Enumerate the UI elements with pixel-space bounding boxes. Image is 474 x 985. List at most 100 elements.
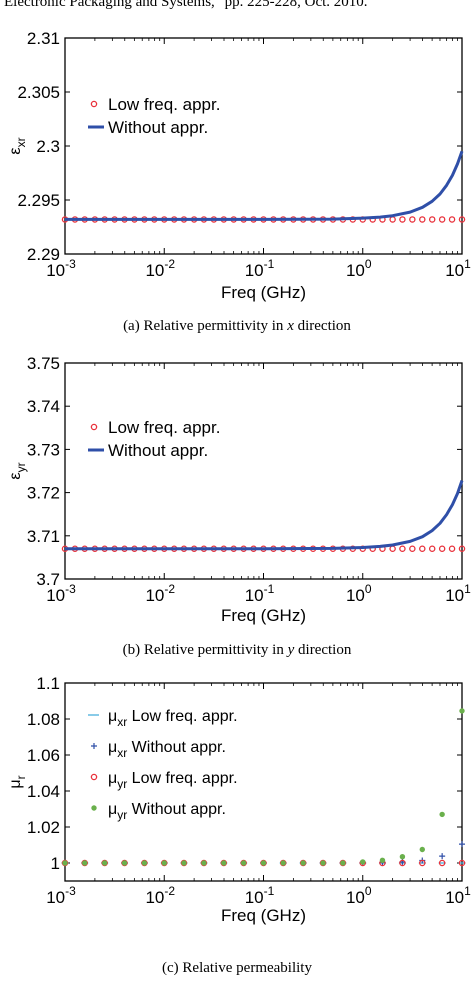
legend-label-main: Without appr. — [108, 118, 208, 137]
legend-label-main: μ — [108, 801, 117, 818]
data-point — [458, 545, 466, 553]
x-tick-base: 10 — [445, 888, 464, 907]
x-tick-base: 10 — [346, 888, 365, 907]
y-axis-label-main: μ — [7, 779, 24, 788]
legend: Low freq. appr. Without appr. — [88, 418, 220, 460]
chart-relative-permeability: 11.021.041.061.081.110-3 10-2 10-1 100 101Fr… — [7, 675, 471, 925]
data-point — [439, 811, 445, 818]
legend-label: μxr Without appr. — [108, 739, 226, 760]
data-point — [438, 545, 446, 553]
legend-label-sub: xr — [117, 746, 127, 760]
x-tick-label: 10-3 — [46, 582, 76, 605]
y-axis-label-sub: r — [14, 775, 28, 779]
data-point — [121, 860, 128, 866]
y-tick-label: 2.3 — [36, 137, 60, 156]
caption-b-var: y — [287, 642, 295, 658]
data-point — [82, 860, 88, 866]
data-point — [458, 859, 466, 867]
x-tick-exponent: 0 — [365, 582, 372, 596]
x-tick-exponent: -1 — [264, 884, 275, 898]
data-point — [399, 854, 406, 860]
series-1 — [65, 150, 464, 221]
legend: Low freq. appr. Without appr. — [88, 95, 220, 137]
data-point — [458, 216, 466, 223]
y-axis-label: εxr — [7, 137, 28, 154]
caption-b-suffix: direction — [294, 642, 352, 658]
y-axis-label-main: ε — [7, 147, 24, 154]
data-point — [409, 216, 416, 223]
data-point — [399, 545, 406, 553]
x-tick-label: 101 — [445, 582, 471, 605]
series-line — [65, 480, 464, 551]
legend-label-main: μ — [108, 708, 117, 725]
data-point — [221, 860, 227, 866]
legend-swatch — [90, 773, 98, 781]
data-point — [459, 841, 465, 848]
y-tick-label: 1.02 — [27, 818, 60, 837]
x-tick-label: 10-3 — [46, 884, 76, 907]
x-tick-label: 10-3 — [46, 257, 76, 280]
x-tick-exponent: -1 — [264, 257, 275, 271]
x-tick-label: 10-2 — [145, 257, 175, 280]
legend: μxr Low freq. appr.μxr Without appr.μyr … — [88, 708, 238, 822]
data-point — [379, 857, 386, 863]
legend-label-suffix: Low freq. appr. — [127, 708, 237, 725]
x-axis-label: Freq (GHz) — [221, 906, 306, 925]
y-tick-label: 2.305 — [17, 83, 60, 102]
page-header-text: Electronic Packaging and Systems," pp. 2… — [4, 0, 368, 10]
legend-label: Without appr. — [108, 118, 208, 137]
y-axis-label: μr — [7, 775, 28, 788]
x-tick-label: 100 — [346, 582, 372, 605]
data-point — [399, 859, 406, 867]
legend-label-sub: xr — [117, 715, 127, 729]
y-tick-label: 1 — [51, 854, 60, 873]
x-tick-label: 10-2 — [145, 884, 175, 907]
y-tick-label: 1.04 — [27, 782, 60, 801]
legend-label-suffix: Without appr. — [127, 739, 226, 756]
data-point — [419, 846, 425, 853]
legend-label-suffix: Without appr. — [127, 801, 226, 818]
x-tick-exponent: 0 — [365, 884, 372, 898]
x-tick-label: 101 — [445, 257, 471, 280]
x-tick-exponent: -3 — [65, 582, 76, 596]
y-tick-label: 1.06 — [27, 746, 60, 765]
y-tick-label: 2.295 — [17, 191, 60, 210]
x-tick-base: 10 — [346, 261, 365, 280]
data-point — [260, 860, 267, 866]
x-tick-base: 10 — [346, 586, 365, 605]
y-tick-label: 3.71 — [27, 527, 60, 546]
y-axis-label-main: ε — [7, 472, 24, 479]
series-line — [65, 150, 464, 221]
x-tick-exponent: -2 — [164, 257, 175, 271]
data-point — [300, 860, 306, 866]
legend-label: μyr Without appr. — [108, 801, 226, 822]
data-point — [428, 216, 436, 223]
caption-a-suffix: direction — [293, 318, 351, 334]
legend-label-main: Low freq. appr. — [108, 418, 220, 437]
caption-c: (c) Relative permeability — [0, 960, 474, 977]
legend-label-main: Low freq. appr. — [108, 95, 220, 114]
x-tick-base: 10 — [46, 586, 65, 605]
x-tick-label: 10-1 — [245, 884, 275, 907]
data-point — [141, 860, 148, 866]
data-point — [240, 860, 247, 866]
series-3 — [62, 708, 465, 866]
legend-label-main: μ — [108, 739, 117, 756]
x-tick-exponent: -3 — [65, 884, 76, 898]
legend-swatch — [90, 423, 98, 431]
legend-swatch — [91, 743, 97, 749]
x-tick-label: 10-1 — [245, 257, 275, 280]
data-point — [448, 545, 456, 553]
y-axis-label: εyr — [7, 462, 28, 479]
legend-label: Low freq. appr. — [108, 95, 220, 114]
data-point — [419, 216, 426, 223]
legend-swatch — [90, 100, 98, 108]
x-tick-label: 10-2 — [145, 582, 175, 605]
x-tick-base: 10 — [245, 888, 264, 907]
x-tick-base: 10 — [46, 888, 65, 907]
data-point — [161, 860, 167, 866]
x-tick-label: 100 — [346, 884, 372, 907]
data-point — [62, 860, 68, 866]
y-tick-label: 1.1 — [36, 675, 60, 693]
